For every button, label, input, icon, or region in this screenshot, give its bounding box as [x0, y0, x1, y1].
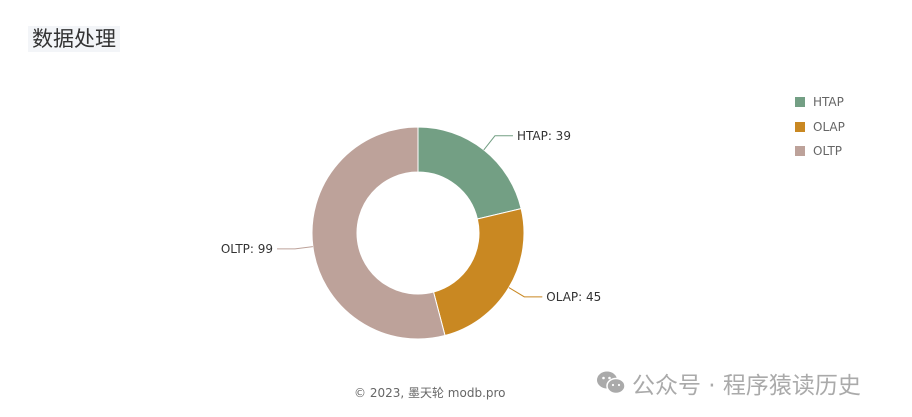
legend: HTAP OLAP OLTP [795, 90, 845, 164]
slice-htap[interactable] [417, 126, 522, 220]
data-label-htap: HTAP: 39 [517, 129, 571, 143]
chart-title: 数据处理 [28, 26, 120, 52]
footer-copyright: © 2023, 墨天轮 modb.pro [354, 386, 506, 400]
data-label-oltp: OLTP: 99 [221, 242, 273, 256]
legend-item-olap[interactable]: OLAP [795, 115, 845, 140]
label-line-htap [483, 135, 513, 151]
legend-item-htap[interactable]: HTAP [795, 90, 845, 115]
slice-olap[interactable] [432, 208, 525, 337]
watermark: 公众号 · 程序猿读历史 [596, 366, 861, 400]
legend-swatch [795, 146, 805, 157]
data-label-olap: OLAP: 45 [546, 290, 601, 304]
legend-swatch [795, 97, 805, 108]
legend-item-oltp[interactable]: OLTP [795, 139, 845, 164]
legend-label: OLTP [813, 144, 843, 159]
legend-label: HTAP [813, 95, 844, 110]
watermark-text: 公众号 · 程序猿读历史 [632, 373, 861, 399]
label-line-oltp [277, 246, 313, 250]
slice-oltp[interactable] [311, 126, 446, 340]
wechat-icon [597, 371, 626, 395]
legend-label: OLAP [813, 119, 845, 134]
legend-swatch [795, 121, 805, 132]
label-line-olap [508, 287, 543, 298]
